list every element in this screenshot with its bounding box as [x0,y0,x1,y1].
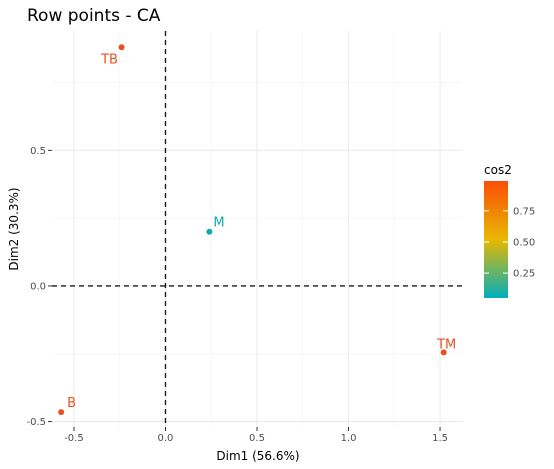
data-points: TB M TM B [58,44,456,416]
data-point-tb [118,44,125,51]
legend-colorbar [484,181,508,298]
x-tick-label: 1.5 [432,433,448,444]
legend-ticks: 0.25 0.50 0.75 [484,206,535,280]
reference-lines [52,31,462,427]
cos2-legend: cos2 0.25 0.50 0.75 [484,163,535,298]
data-point-label-b: B [67,396,76,411]
axis-ticks: -0.5 0.0 0.5 1.0 1.5 -0.5 0.0 0.5 [26,146,448,444]
data-point-tm [440,349,447,356]
y-axis-title: Dim2 (30.3%) [7,187,21,270]
data-point-label-m: M [213,216,224,231]
data-point-m [206,228,213,235]
data-point-label-tb: TB [100,52,118,67]
x-tick-label: 0.0 [158,433,174,444]
x-axis-title: Dim1 (56.6%) [216,449,299,463]
legend-tick-label: 0.25 [513,269,535,280]
legend-tick-label: 0.75 [513,206,535,217]
grid-lines [52,31,462,427]
x-tick-label: -0.5 [64,433,84,444]
y-tick-label: 0.5 [30,146,46,157]
legend-tick-label: 0.50 [513,237,535,248]
chart-title: Row points - CA [27,6,161,26]
legend-title: cos2 [484,163,512,177]
x-tick-label: 0.5 [249,433,265,444]
x-tick-label: 1.0 [341,433,357,444]
data-point-b [58,409,65,416]
y-tick-label: 0.0 [30,281,46,292]
y-tick-label: -0.5 [26,417,46,428]
data-point-label-tm: TM [436,337,456,352]
